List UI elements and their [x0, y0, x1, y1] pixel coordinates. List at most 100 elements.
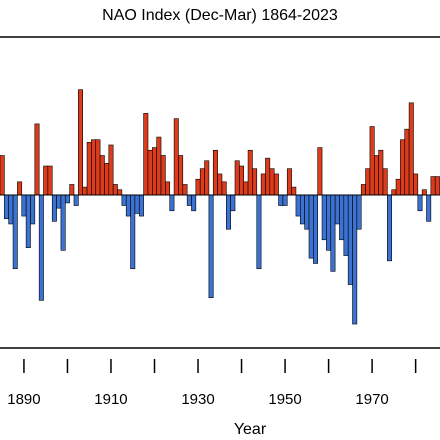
bar	[147, 149, 153, 196]
bar	[178, 155, 184, 196]
bar	[117, 189, 123, 196]
bar	[252, 168, 258, 196]
bar	[64, 194, 70, 204]
bar	[182, 184, 188, 196]
bar	[326, 194, 332, 251]
bar	[208, 194, 214, 298]
bar	[273, 173, 279, 196]
bar	[352, 194, 358, 325]
bar	[400, 139, 406, 196]
bar	[387, 194, 392, 262]
bar	[217, 173, 223, 196]
bar	[243, 181, 249, 196]
bar	[426, 194, 432, 222]
bar	[260, 173, 266, 196]
bar	[43, 165, 49, 196]
bar	[421, 189, 427, 196]
bar	[230, 194, 236, 212]
bar	[382, 168, 388, 196]
bar	[221, 181, 227, 196]
bar	[4, 194, 10, 220]
bar	[47, 165, 53, 196]
bar	[160, 155, 166, 196]
bar	[78, 89, 83, 196]
bar	[282, 194, 288, 206]
bar	[8, 194, 14, 225]
bar	[104, 163, 110, 196]
bar	[413, 173, 419, 196]
bar	[408, 102, 414, 196]
bar	[321, 194, 327, 241]
bar	[165, 181, 171, 196]
bar	[339, 194, 345, 241]
bar	[21, 194, 27, 217]
x-tick-label: 1910	[94, 391, 127, 408]
bar	[112, 184, 118, 196]
bar	[130, 194, 136, 270]
bar	[269, 168, 275, 196]
x-tick-label: 1950	[268, 391, 301, 408]
bar	[134, 194, 140, 214]
bar	[347, 194, 353, 285]
bar	[247, 149, 253, 196]
bar	[73, 194, 79, 206]
x-axis-label: Year	[234, 421, 267, 438]
bar	[234, 160, 240, 196]
bar	[152, 147, 157, 196]
x-tick-label: 1890	[7, 391, 40, 408]
bar	[391, 189, 397, 196]
bar	[156, 136, 162, 196]
bar	[173, 118, 179, 196]
bar	[256, 194, 262, 270]
bar	[295, 194, 301, 217]
bar	[239, 165, 245, 196]
bar	[56, 194, 62, 209]
bar	[360, 184, 366, 196]
bar	[204, 160, 210, 196]
bar	[212, 149, 218, 196]
bar	[395, 178, 401, 196]
bar	[86, 142, 92, 196]
bar	[365, 168, 371, 196]
bar	[404, 128, 410, 196]
bar	[99, 155, 105, 196]
bar	[191, 194, 197, 212]
bar	[378, 149, 384, 196]
bar	[265, 157, 271, 196]
bar	[195, 178, 201, 196]
bar	[91, 139, 97, 196]
bar	[286, 168, 292, 196]
bar	[169, 194, 175, 212]
bar	[330, 194, 336, 272]
bar	[317, 147, 323, 196]
bar	[226, 194, 231, 230]
bar	[17, 181, 23, 196]
bar	[373, 155, 379, 196]
bar	[51, 194, 57, 222]
bar	[299, 194, 305, 225]
bar	[60, 194, 66, 251]
bar	[95, 139, 101, 196]
bar	[308, 194, 314, 259]
bar	[278, 194, 284, 206]
bar	[125, 194, 131, 217]
bar	[199, 168, 205, 196]
bar	[138, 194, 144, 217]
bar	[38, 194, 44, 301]
bar	[343, 194, 349, 256]
bar	[369, 126, 375, 196]
bar	[356, 194, 362, 230]
chart-title: NAO Index (Dec-Mar) 1864-2023	[102, 7, 338, 24]
bar	[143, 113, 149, 196]
bar	[34, 123, 40, 196]
bar	[304, 194, 310, 230]
bar	[25, 194, 31, 248]
x-tick-label: 1970	[355, 391, 388, 408]
bar	[313, 194, 319, 264]
bar	[121, 194, 127, 206]
bar	[334, 194, 340, 225]
bar	[291, 186, 297, 196]
bar	[430, 176, 436, 196]
bar	[12, 194, 18, 270]
bar	[69, 184, 75, 196]
